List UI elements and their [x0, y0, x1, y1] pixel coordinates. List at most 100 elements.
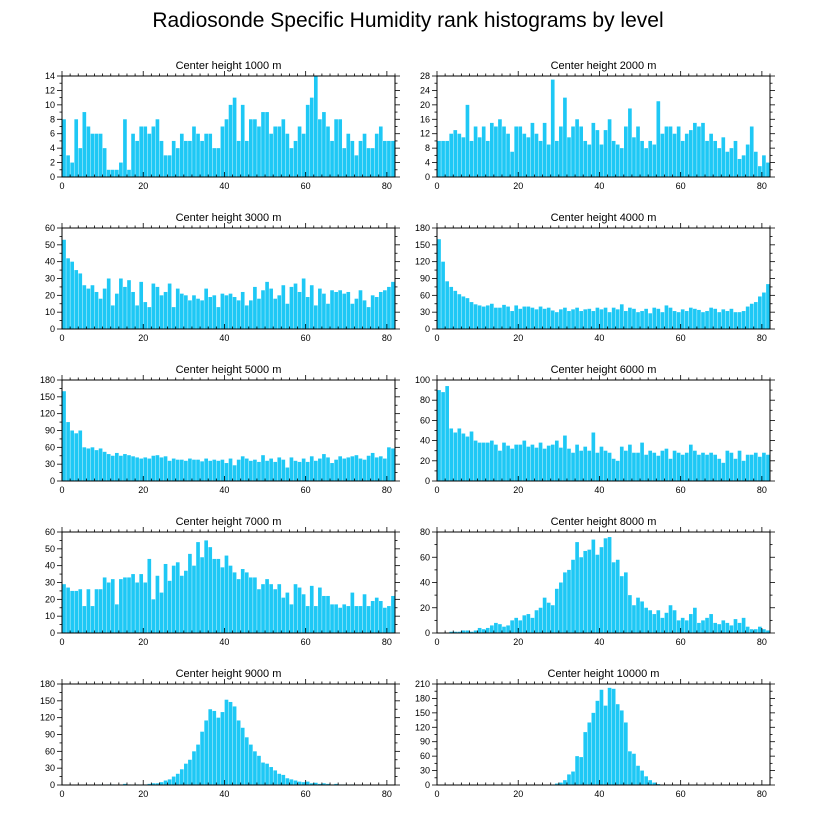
histogram-bar: [595, 700, 600, 785]
histogram-bar: [559, 582, 563, 633]
histogram-bar: [640, 311, 644, 329]
histogram-bar: [313, 76, 318, 177]
histogram-bar: [583, 309, 588, 329]
histogram-bar: [159, 295, 164, 329]
histogram-bar: [741, 155, 746, 177]
histogram-bar: [330, 290, 334, 329]
histogram-bar: [297, 291, 302, 329]
histogram-bar: [461, 433, 466, 481]
histogram-bar: [184, 140, 188, 177]
histogram-bar: [567, 569, 571, 634]
x-tick-label: 80: [757, 181, 767, 191]
histogram-bar: [579, 311, 583, 329]
histogram-bar: [538, 140, 543, 177]
histogram-bar: [342, 293, 347, 329]
histogram-bar: [366, 455, 371, 481]
histogram-bar: [135, 457, 139, 481]
histogram-bar: [741, 617, 746, 633]
histogram-bar: [265, 112, 269, 177]
y-tick-label: 150: [40, 392, 55, 402]
histogram-bar: [632, 308, 636, 329]
histogram-bar: [192, 126, 196, 177]
histogram-bar: [713, 308, 718, 329]
y-tick-label: 30: [420, 766, 430, 776]
histogram-bar: [78, 430, 83, 481]
histogram-bar: [224, 295, 229, 329]
histogram-bar: [534, 610, 539, 633]
histogram-bar: [697, 622, 701, 633]
histogram-bar: [652, 782, 657, 785]
histogram-panel: Center height 5000 m 0 20 40 60 80 0 30 60 90 120 1…: [40, 364, 400, 495]
histogram-bar: [733, 458, 738, 481]
histogram-bar: [257, 126, 261, 177]
histogram-bar: [131, 133, 135, 177]
histogram-bar: [301, 278, 306, 329]
y-tick-label: 30: [45, 578, 55, 588]
histogram-bar: [624, 722, 628, 785]
histogram-bar: [106, 454, 111, 481]
histogram-bar: [196, 133, 200, 177]
histogram-bar: [265, 281, 269, 329]
histogram-bar: [366, 148, 371, 177]
histogram-bar: [244, 140, 249, 177]
histogram-bar: [615, 144, 620, 177]
histogram-bar: [293, 780, 298, 785]
histogram-bar: [717, 148, 722, 177]
histogram-bar: [151, 599, 156, 633]
histogram-bar: [167, 779, 172, 785]
histogram-bar: [326, 457, 330, 481]
histogram-bar: [766, 630, 770, 633]
y-tick-label: 8: [50, 114, 55, 124]
histogram-bar: [228, 458, 233, 481]
histogram-bar: [102, 288, 107, 329]
histogram-bar: [534, 447, 539, 481]
histogram-bar: [151, 455, 156, 481]
panel-title: Center height 5000 m: [176, 364, 282, 376]
histogram-bar: [346, 133, 351, 177]
histogram-bar: [599, 309, 604, 329]
histogram-bar: [485, 305, 490, 329]
histogram-bar: [249, 119, 253, 177]
histogram-bar: [208, 460, 213, 481]
histogram-bar: [729, 308, 734, 329]
histogram-bar: [370, 601, 375, 633]
histogram-bar: [713, 140, 718, 177]
histogram-bar: [318, 783, 322, 785]
histogram-bar: [374, 297, 379, 329]
x-tick-label: 80: [382, 637, 392, 647]
histogram-bar: [167, 155, 172, 177]
histogram-bar: [232, 465, 237, 481]
histogram-bar: [697, 126, 701, 177]
histogram-bar: [567, 774, 571, 785]
histogram-bar: [277, 126, 282, 177]
histogram-bar: [542, 308, 547, 329]
x-tick-label: 80: [382, 181, 392, 191]
x-tick-label: 40: [594, 637, 604, 647]
histogram-bar: [313, 460, 318, 481]
histogram-bar: [749, 303, 754, 329]
histogram-bar: [78, 273, 83, 329]
x-tick-label: 0: [434, 789, 439, 799]
histogram-bar: [595, 554, 600, 633]
histogram-bar: [465, 104, 470, 177]
histogram-bar: [131, 456, 135, 481]
histogram-bar: [477, 305, 482, 329]
histogram-bar: [518, 620, 523, 634]
histogram-bar: [350, 456, 355, 481]
histogram-bar: [725, 450, 730, 481]
histogram-bar: [374, 133, 379, 177]
histogram-bar: [498, 119, 502, 177]
histogram-bar: [611, 688, 616, 785]
histogram-bar: [660, 133, 665, 177]
histogram-bar: [664, 126, 669, 177]
histogram-bar: [599, 689, 604, 785]
histogram-bar: [200, 140, 204, 177]
histogram-bar: [680, 617, 685, 633]
histogram-bar: [636, 597, 640, 633]
histogram-bar: [114, 169, 119, 177]
histogram-bar: [575, 542, 579, 633]
histogram-bar: [330, 604, 334, 633]
histogram-bar: [114, 293, 119, 329]
histogram-bar: [624, 572, 628, 633]
histogram-bar: [257, 589, 261, 633]
